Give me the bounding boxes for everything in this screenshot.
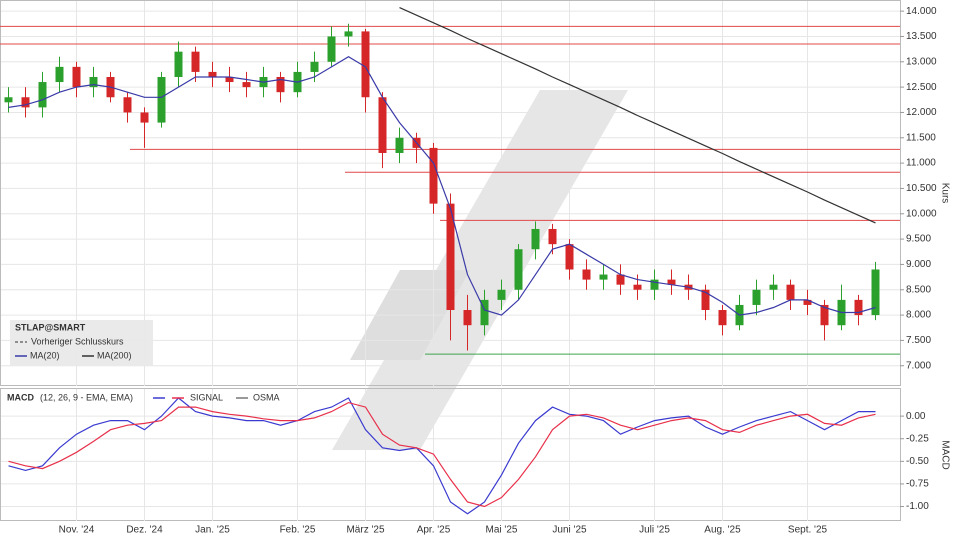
legend-label: OSMA [253, 392, 280, 402]
y-tick-label: 7.000 [906, 360, 931, 371]
candle-body [752, 289, 761, 305]
candle-body [310, 61, 319, 72]
y-tick-label: 9.500 [906, 234, 931, 245]
y-tick-label: 10.000 [906, 208, 937, 219]
candle-body [480, 299, 489, 326]
candle-body [174, 51, 183, 77]
candle-body [548, 228, 557, 245]
candle-body [344, 31, 353, 37]
candle-body [565, 244, 574, 270]
candle-body [276, 76, 285, 93]
candle-body [650, 279, 659, 290]
candle-body [123, 97, 132, 113]
y-tick-label: 0.00 [906, 411, 926, 422]
x-tick-label: Juli '25 [639, 525, 670, 536]
y-axis-label: MACD [939, 440, 950, 469]
candle-body [718, 310, 727, 326]
candle-body [803, 299, 812, 305]
x-tick-label: Feb. '25 [280, 525, 316, 536]
series-line [8, 56, 876, 316]
macd-subtitle: (12, 26, 9 - EMA, EMA) [40, 392, 133, 402]
y-tick-label: 13.500 [906, 31, 937, 42]
y-tick-label: -0.50 [906, 456, 929, 467]
macd-panel [0, 388, 901, 521]
x-tick-label: Mai '25 [486, 525, 518, 536]
x-tick-label: Dez. '24 [126, 525, 163, 536]
series-line [399, 7, 876, 224]
y-tick-label: 8.500 [906, 284, 931, 295]
candle-body [531, 228, 540, 250]
macd-title: MACD [7, 392, 34, 402]
y-tick-label: 7.500 [906, 335, 931, 346]
candle-body [242, 82, 251, 88]
price-panel [0, 0, 901, 386]
y-tick-label: 9.000 [906, 259, 931, 270]
candle-body [514, 249, 523, 290]
candle-body [327, 36, 336, 62]
candle-body [395, 137, 404, 153]
legend: STLAP@SMART Vorheriger Schlusskurs MA(20) M… [10, 320, 153, 366]
y-axis-label: Kurs [939, 183, 950, 204]
candle-body [854, 299, 863, 316]
y-tick-label: -0.25 [906, 433, 929, 444]
candle-body [786, 284, 795, 300]
candle-body [191, 51, 200, 72]
candle-body [140, 112, 149, 123]
legend-title: STLAP@SMART [15, 322, 86, 332]
legend-label: MA(200) [97, 350, 132, 360]
y-tick-label: 10.500 [906, 183, 937, 194]
y-tick-label: 11.000 [906, 158, 936, 169]
legend-label: Vorheriger Schlusskurs [31, 336, 124, 346]
candle-body [820, 304, 829, 326]
candle-body [225, 76, 234, 83]
candle-body [871, 269, 880, 316]
x-tick-label: Nov. '24 [59, 525, 95, 536]
candle-body [38, 82, 47, 108]
candle-body [701, 289, 710, 311]
y-tick-label: 12.000 [906, 107, 937, 118]
candle-body [21, 97, 30, 108]
candle-body [769, 284, 778, 290]
x-tick-label: Aug. '25 [704, 525, 741, 536]
candle-body [463, 310, 472, 326]
x-tick-label: März '25 [346, 525, 384, 536]
x-tick-label: Apr. '25 [417, 525, 451, 536]
y-tick-label: 14.000 [906, 6, 937, 17]
candle-body [55, 66, 64, 83]
candle-body [446, 203, 455, 311]
candle-body [361, 31, 370, 98]
legend-label: SIGNAL [190, 392, 223, 402]
candle-body [582, 269, 591, 280]
y-tick-label: 12.500 [906, 82, 937, 93]
y-tick-label: -0.75 [906, 479, 929, 490]
y-tick-label: -1.00 [906, 501, 929, 512]
candle-body [157, 76, 166, 123]
legend-label: MA(20) [30, 350, 60, 360]
y-tick-label: 13.000 [906, 56, 937, 67]
candle-body [72, 66, 81, 88]
candle-body [378, 97, 387, 153]
candle-body [429, 147, 438, 204]
candle-body [4, 97, 13, 103]
y-tick-label: 11.500 [906, 132, 936, 143]
x-tick-label: Juni '25 [552, 525, 587, 536]
candle-body [208, 71, 217, 77]
candle-body [89, 76, 98, 88]
x-tick-label: Jan. '25 [195, 525, 230, 536]
y-tick-label: 8.000 [906, 310, 931, 321]
candle-body [616, 274, 625, 285]
candle-body [497, 289, 506, 300]
candle-body [667, 279, 676, 285]
x-tick-label: Sept. '25 [788, 525, 828, 536]
candle-body [599, 274, 608, 280]
legend-box [10, 320, 153, 366]
candle-body [633, 284, 642, 290]
series-line [8, 401, 876, 508]
series-line [8, 397, 876, 515]
